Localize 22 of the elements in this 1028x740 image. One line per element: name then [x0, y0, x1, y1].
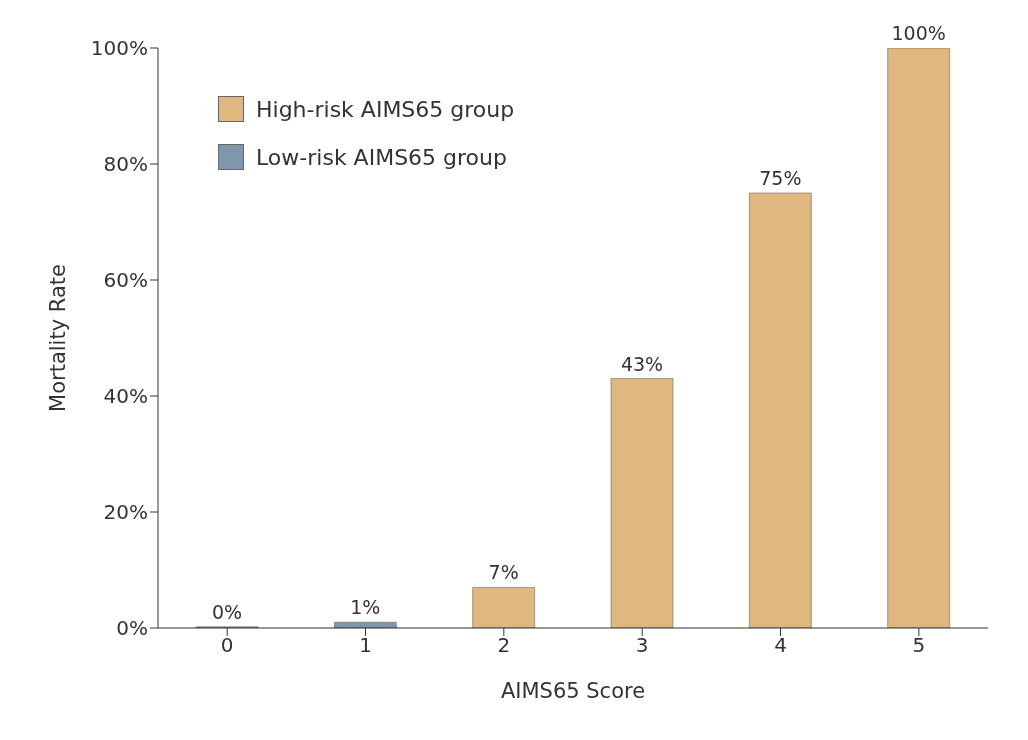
- data-label: 1%: [350, 596, 381, 619]
- y-tick-label: 40%: [103, 384, 148, 409]
- y-tick-label: 80%: [103, 152, 148, 177]
- data-label: 0%: [211, 601, 243, 623]
- x-tick-label: 2: [497, 633, 511, 658]
- y-tick-label: 0%: [116, 616, 148, 641]
- legend-label: Low-risk AIMS65 group: [256, 144, 507, 170]
- y-tick-label: 60%: [103, 268, 148, 293]
- data-label: 43%: [620, 352, 664, 375]
- y-axis-title: Mortality Rate: [46, 264, 71, 412]
- legend-label: High-risk AIMS65 group: [256, 96, 515, 122]
- data-label: 7%: [488, 561, 519, 584]
- x-tick-label: 1: [359, 633, 372, 658]
- data-label: 100%: [891, 22, 946, 44]
- x-axis-title: AIMS65 Score: [500, 679, 646, 703]
- data-label: 75%: [759, 167, 802, 189]
- x-tick-label: 4: [774, 633, 787, 658]
- y-tick-label: 20%: [103, 500, 148, 525]
- x-tick-label: 5: [912, 633, 926, 658]
- y-tick-label: 100%: [90, 36, 148, 61]
- x-tick-label: 3: [635, 633, 649, 658]
- x-tick-label: 0: [220, 633, 234, 658]
